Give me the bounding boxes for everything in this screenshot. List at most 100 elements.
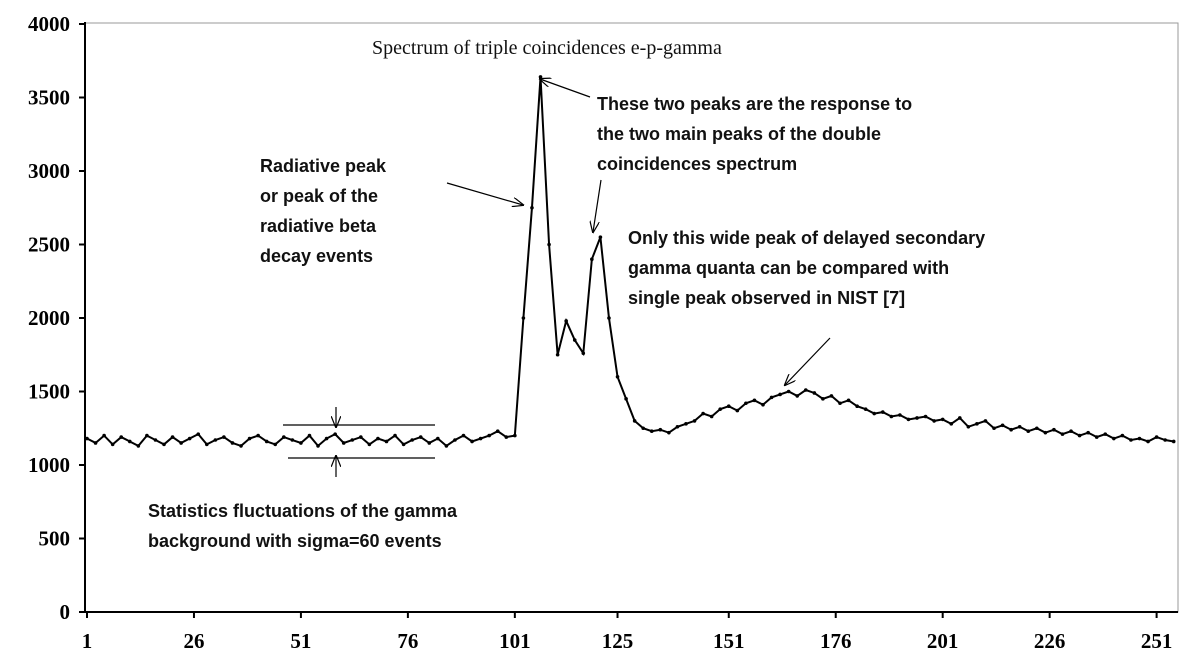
y-tick-label: 3500 — [28, 86, 70, 110]
data-point — [923, 414, 928, 419]
annotation: the two main peaks of the double — [597, 124, 881, 144]
x-tick-label: 26 — [183, 629, 204, 653]
y-tick-label: 0 — [60, 600, 71, 624]
data-point — [983, 419, 988, 423]
annotation: gamma quanta can be compared with — [628, 258, 949, 278]
data-point — [453, 438, 457, 442]
data-point — [778, 392, 782, 397]
data-point — [350, 438, 355, 442]
data-point — [744, 401, 748, 406]
data-point — [684, 422, 688, 426]
data-point — [1060, 432, 1065, 436]
x-tick-label: 125 — [602, 629, 634, 653]
data-point — [204, 442, 209, 447]
data-point — [427, 441, 432, 445]
data-point — [1137, 436, 1142, 441]
data-point — [393, 433, 397, 438]
y-tick-label: 3000 — [28, 159, 70, 183]
data-point — [769, 395, 774, 400]
data-point — [1069, 429, 1073, 433]
data-point — [786, 389, 791, 394]
data-point — [932, 419, 936, 423]
data-point — [880, 410, 885, 414]
data-point — [547, 242, 551, 247]
data-point — [162, 442, 166, 447]
data-point — [470, 439, 474, 444]
chart-title: Spectrum of triple coincidences e-p-gamm… — [372, 37, 722, 59]
annotation: coincidences spectrum — [597, 154, 797, 174]
data-point — [667, 430, 671, 435]
data-point — [949, 422, 954, 426]
data-point — [487, 433, 491, 438]
data-point — [658, 427, 663, 432]
data-point — [299, 441, 303, 445]
y-tick-label: 1000 — [28, 453, 70, 477]
data-point — [675, 424, 680, 429]
y-tick-label: 1500 — [28, 380, 70, 404]
annotation: Radiative peak — [260, 156, 387, 176]
annotation: Only this wide peak of delayed secondary — [628, 228, 985, 248]
data-point — [1171, 439, 1176, 444]
data-point — [444, 444, 449, 448]
data-point — [555, 352, 560, 357]
data-point — [872, 411, 877, 416]
data-point — [1026, 429, 1031, 433]
data-point — [846, 398, 851, 403]
annotation: or peak of the — [260, 186, 378, 206]
data-point — [110, 442, 115, 447]
data-point — [641, 426, 645, 431]
data-point — [1077, 433, 1082, 438]
data-point — [821, 397, 825, 401]
data-point — [1120, 433, 1125, 438]
data-point — [145, 433, 149, 438]
data-point — [701, 411, 705, 416]
data-point — [829, 394, 834, 398]
data-point — [855, 404, 859, 409]
data-point — [889, 414, 894, 419]
x-tick-label: 76 — [397, 629, 418, 653]
data-point — [401, 442, 406, 447]
data-point — [179, 441, 183, 445]
y-tick-label: 2500 — [28, 233, 70, 257]
data-point — [992, 426, 996, 431]
data-point — [495, 429, 500, 433]
data-point — [1035, 426, 1039, 431]
data-point — [213, 438, 218, 442]
data-point — [513, 433, 517, 438]
data-point — [564, 319, 568, 323]
data-point — [282, 435, 286, 439]
data-point — [307, 433, 312, 438]
annotation: single peak observed in NIST [7] — [628, 288, 905, 308]
data-point — [1146, 439, 1150, 444]
data-point — [812, 391, 817, 395]
data-point — [170, 435, 175, 439]
data-point — [1094, 435, 1099, 439]
annotation: These two peaks are the response to — [597, 94, 912, 114]
x-tick-label: 51 — [290, 629, 311, 653]
data-point — [136, 444, 141, 448]
data-point — [718, 407, 723, 411]
data-point — [1112, 436, 1116, 441]
data-point — [649, 429, 654, 433]
data-point — [230, 441, 235, 445]
x-tick-label: 151 — [713, 629, 745, 653]
data-point — [367, 442, 372, 447]
data-point — [607, 316, 611, 320]
data-point — [418, 435, 423, 439]
x-tick-label: 101 — [499, 629, 531, 653]
data-point — [752, 398, 757, 403]
data-point — [1086, 430, 1090, 435]
data-point — [795, 394, 800, 398]
data-point — [436, 436, 440, 441]
data-point — [264, 439, 269, 444]
data-point — [975, 422, 979, 426]
data-point — [581, 351, 586, 356]
data-point — [709, 414, 714, 419]
x-tick-label: 1 — [82, 629, 93, 653]
data-point — [256, 433, 260, 438]
data-point — [692, 419, 697, 423]
data-point — [590, 257, 594, 262]
data-point — [906, 417, 911, 422]
data-point — [1129, 438, 1133, 442]
